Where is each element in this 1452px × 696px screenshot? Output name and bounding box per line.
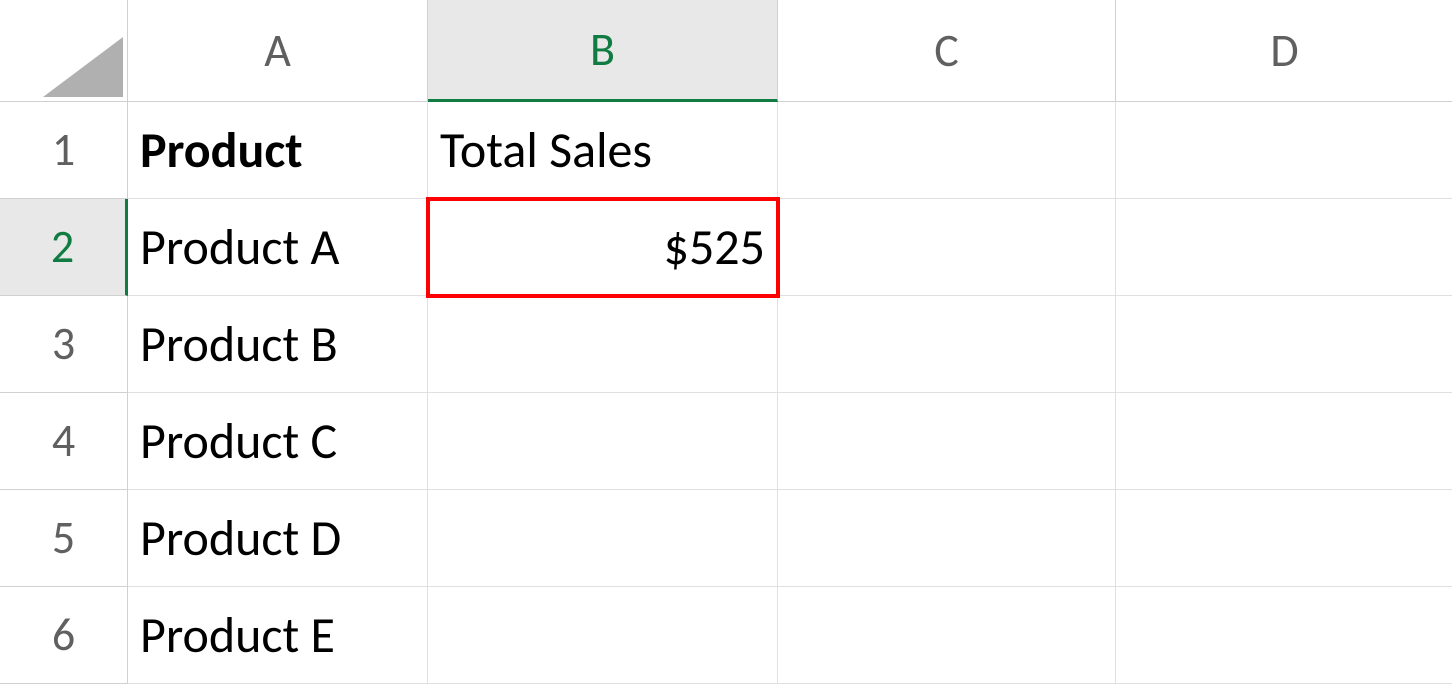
cell-C2[interactable] (778, 199, 1116, 296)
cell-B3[interactable] (428, 296, 778, 393)
cell-D5[interactable] (1116, 490, 1452, 587)
cell-B4[interactable] (428, 393, 778, 490)
row-header-5[interactable]: 5 (0, 490, 128, 587)
column-header-D[interactable]: D (1116, 0, 1452, 102)
cell-D4[interactable] (1116, 393, 1452, 490)
cell-C5[interactable] (778, 490, 1116, 587)
spreadsheet-grid: A B C D 1 Product Total Sales 2 Product … (0, 0, 1452, 696)
cell-D3[interactable] (1116, 296, 1452, 393)
row-header-2[interactable]: 2 (0, 199, 128, 296)
cell-A1[interactable]: Product (128, 102, 428, 199)
cell-D1[interactable] (1116, 102, 1452, 199)
cell-A6[interactable]: Product E (128, 587, 428, 684)
cell-D2[interactable] (1116, 199, 1452, 296)
cell-D6[interactable] (1116, 587, 1452, 684)
cell-C4[interactable] (778, 393, 1116, 490)
row-header-1[interactable]: 1 (0, 102, 128, 199)
cell-B5[interactable] (428, 490, 778, 587)
cell-B6[interactable] (428, 587, 778, 684)
cell-A2[interactable]: Product A (128, 199, 428, 296)
column-header-C[interactable]: C (778, 0, 1116, 102)
cell-C1[interactable] (778, 102, 1116, 199)
cell-A3[interactable]: Product B (128, 296, 428, 393)
cell-C6[interactable] (778, 587, 1116, 684)
cell-A4[interactable]: Product C (128, 393, 428, 490)
cell-B1[interactable]: Total Sales (428, 102, 778, 199)
cell-A5[interactable]: Product D (128, 490, 428, 587)
cell-B2[interactable]: $525 (428, 199, 778, 296)
select-all-corner[interactable] (0, 0, 128, 102)
cell-C3[interactable] (778, 296, 1116, 393)
row-header-3[interactable]: 3 (0, 296, 128, 393)
column-header-A[interactable]: A (128, 0, 428, 102)
row-header-4[interactable]: 4 (0, 393, 128, 490)
row-header-6[interactable]: 6 (0, 587, 128, 684)
column-header-B[interactable]: B (428, 0, 778, 102)
